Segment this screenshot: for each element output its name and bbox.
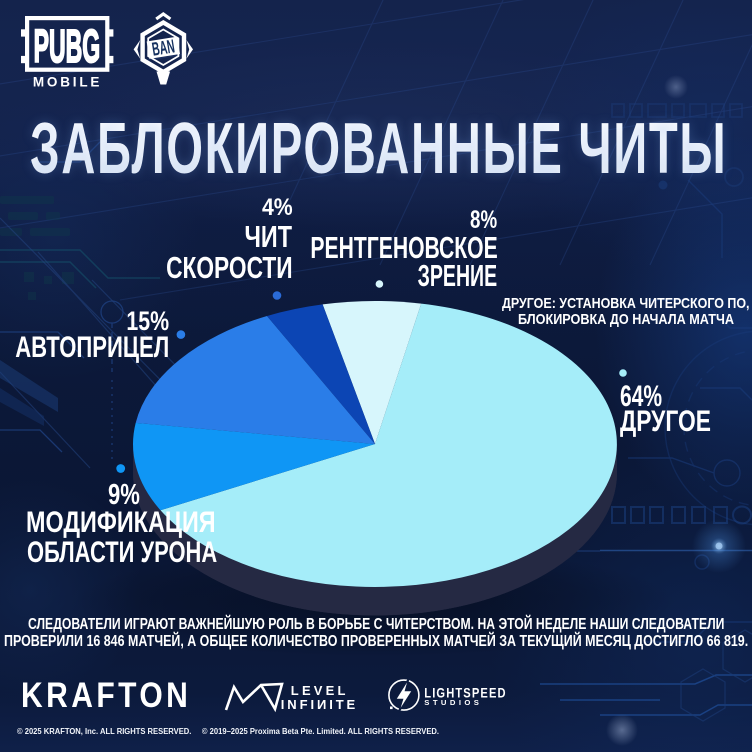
svg-text:PUBG: PUBG: [34, 20, 100, 72]
svg-text:STUDIOS: STUDIOS: [424, 698, 482, 707]
svg-text:LEVEL: LEVEL: [291, 683, 349, 698]
svg-text:INFIИITE: INFIИITE: [281, 697, 358, 712]
svg-text:BAN: BAN: [151, 36, 177, 60]
svg-text:MOBILE: MOBILE: [33, 75, 102, 90]
svg-text:LIGHTSPEED: LIGHTSPEED: [424, 685, 506, 700]
